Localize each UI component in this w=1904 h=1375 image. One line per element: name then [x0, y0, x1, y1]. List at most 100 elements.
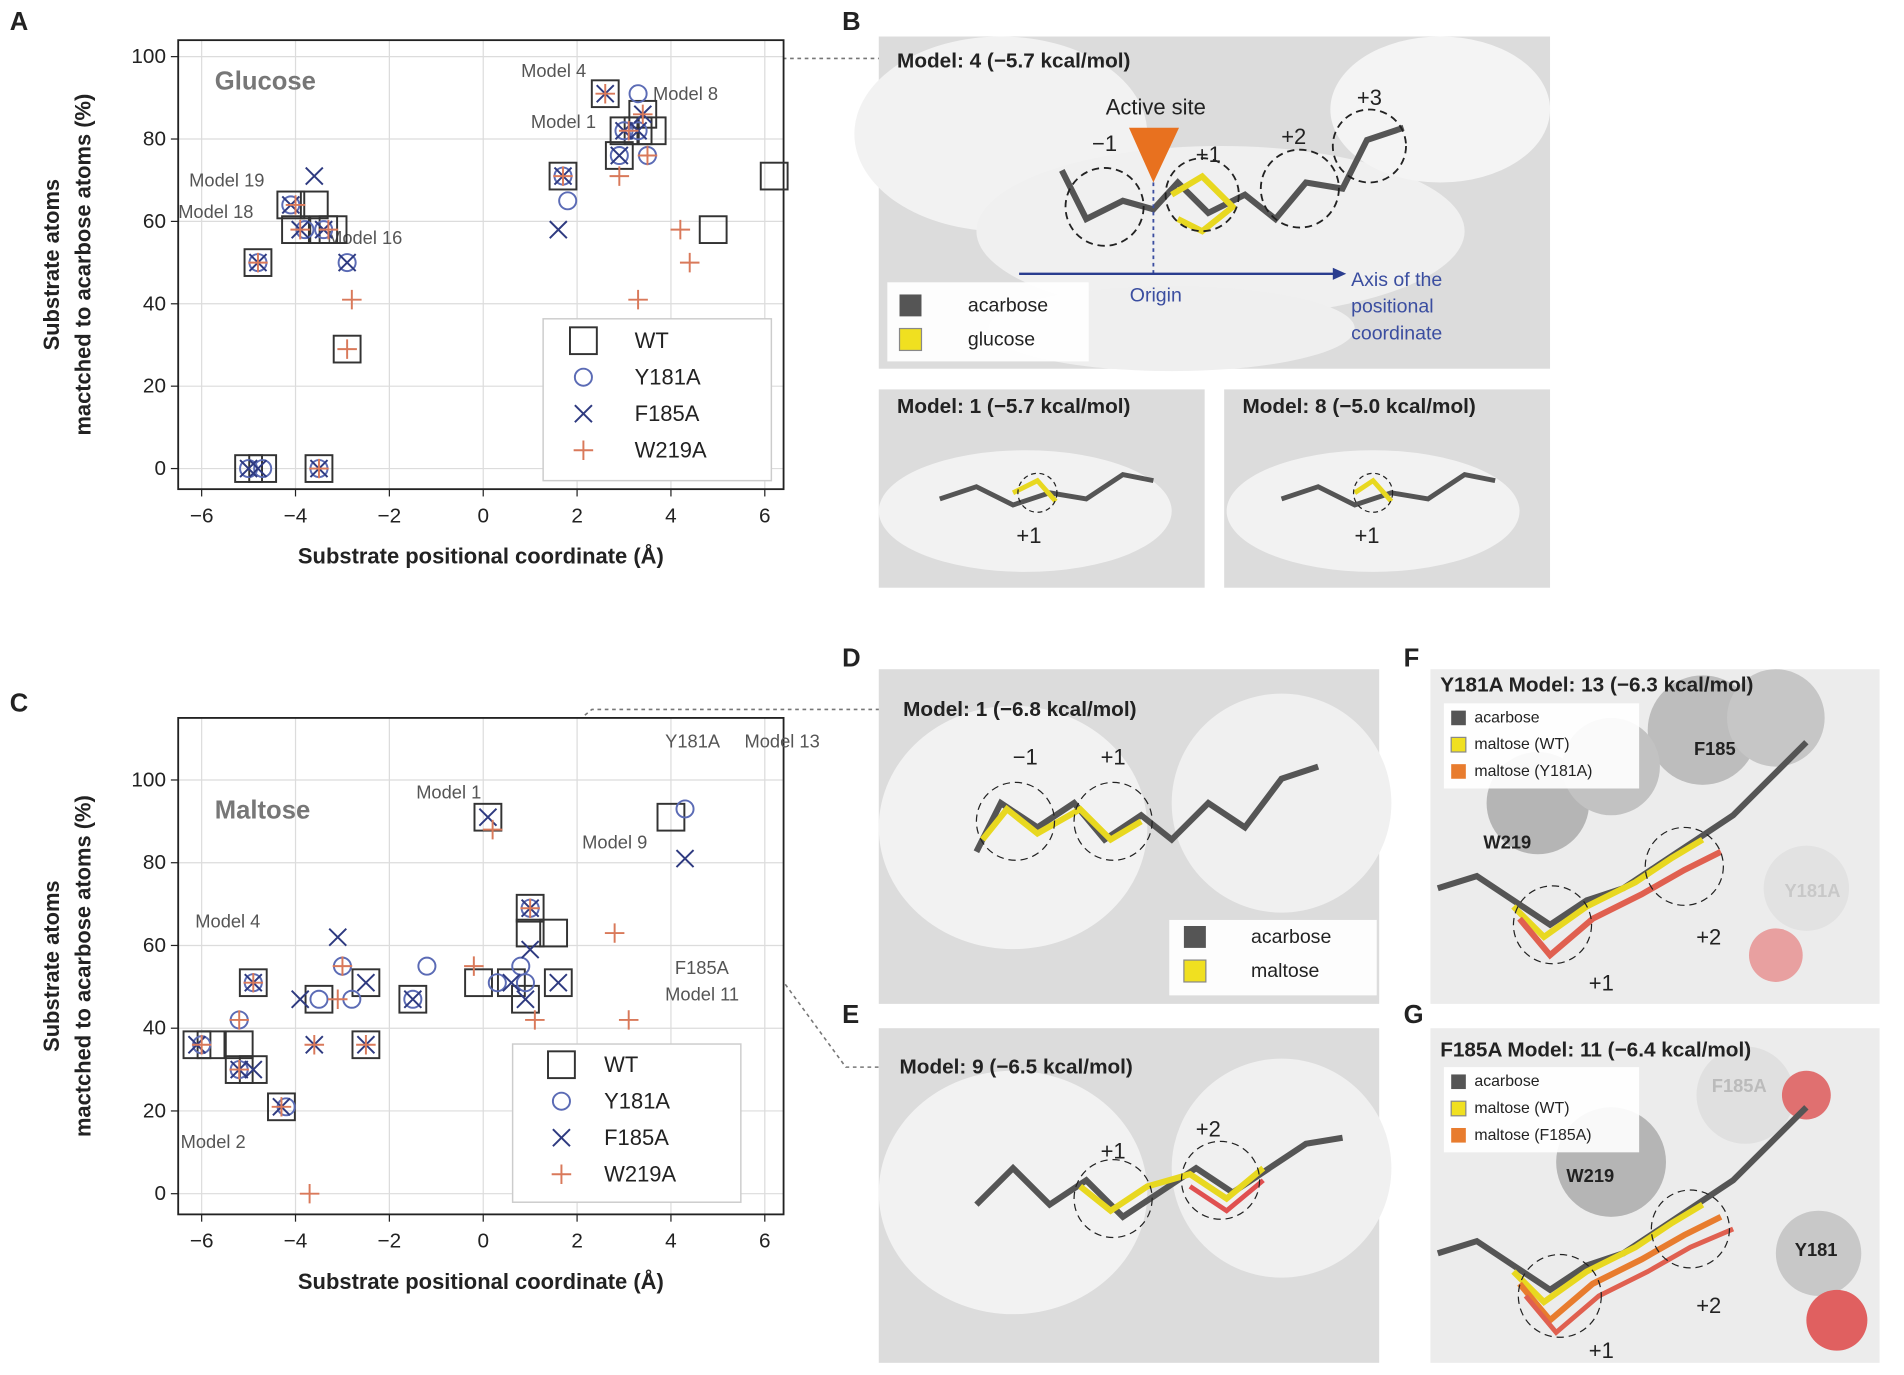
subsite-label: +1 [1354, 523, 1379, 548]
point [304, 1035, 325, 1055]
legend-marker [547, 1050, 576, 1080]
point [628, 289, 648, 310]
point [309, 458, 329, 479]
point [337, 339, 357, 359]
chart-title: Glucose [215, 68, 316, 96]
y-axis-label: mactched to acarbose atoms (%) [70, 795, 95, 1137]
point [229, 1059, 249, 1080]
legend-label: WT [604, 1052, 638, 1077]
annotation: Model 1 [531, 111, 596, 132]
point [290, 990, 310, 1009]
point [244, 1060, 263, 1079]
point [304, 454, 334, 483]
subsite-label: +1 [1589, 971, 1614, 996]
point [464, 956, 484, 976]
legend-label: W219A [604, 1162, 676, 1187]
point [290, 219, 310, 240]
legend-label: F185A [604, 1125, 669, 1150]
point [482, 819, 503, 840]
point [351, 968, 381, 998]
point [239, 459, 258, 478]
point [515, 918, 545, 948]
plot-frame [177, 39, 785, 491]
legend-marker [552, 1128, 571, 1147]
residue-label: W219 [1483, 832, 1531, 853]
point [248, 252, 268, 273]
point [520, 898, 540, 918]
y-tick-label: 80 [143, 128, 166, 151]
x-tick-label: 6 [759, 1230, 771, 1253]
axis-label: Axis of the [1351, 269, 1442, 291]
legend-marker [551, 1091, 571, 1111]
y-axis-label: Substrate atoms [39, 880, 64, 1052]
y-tick-label: 0 [154, 457, 166, 480]
point [637, 145, 658, 166]
annotation: Model 16 [327, 227, 402, 248]
point [337, 253, 357, 272]
point [759, 161, 789, 191]
point [539, 918, 569, 948]
point [553, 166, 573, 186]
x-axis-label: Substrate positional coordinate (Å) [298, 543, 664, 569]
point [679, 252, 700, 273]
residue-label: F185A [1712, 1075, 1767, 1096]
subsite-label: +1 [1589, 1338, 1614, 1363]
y-tick-label: 100 [131, 768, 166, 791]
legend-label: Y181A [635, 365, 701, 390]
x-tick-label: −2 [378, 504, 402, 527]
subsite-label: +2 [1281, 124, 1306, 149]
subsite-label: +1 [1196, 142, 1221, 167]
panel-label: E [842, 1001, 859, 1029]
x-tick-label: 4 [665, 1230, 677, 1253]
point [327, 989, 348, 1009]
annotation: Model 18 [178, 201, 253, 222]
y-tick-label: 60 [143, 934, 166, 957]
x-tick-label: 4 [665, 504, 677, 527]
subsite-label: +1 [1101, 744, 1126, 769]
chart-title: Maltose [215, 796, 310, 824]
point [698, 215, 728, 245]
panel-label: A [10, 8, 29, 36]
point [342, 289, 362, 310]
annotation: Model 8 [653, 83, 718, 104]
y-axis-label: Substrate atoms [39, 179, 64, 351]
legend-label: Y181A [604, 1089, 670, 1114]
point [243, 248, 273, 277]
legend-label: acarbose [968, 294, 1048, 316]
point [502, 973, 521, 992]
point [487, 973, 507, 993]
point [516, 990, 535, 1009]
x-tick-label: −4 [284, 1230, 308, 1253]
legend-label: acarbose [1474, 1073, 1539, 1090]
point [675, 799, 695, 819]
x-tick-label: 0 [477, 1230, 489, 1253]
point [548, 161, 578, 191]
point [595, 83, 616, 104]
point [332, 334, 362, 364]
image-title: Model: 9 (−6.5 kcal/mol) [900, 1056, 1133, 1079]
point [253, 459, 273, 479]
point [248, 459, 268, 478]
y-axis-label: mactched to acarbose atoms (%) [70, 94, 95, 436]
axis-label: positional [1351, 296, 1433, 318]
residue-label: W219 [1566, 1165, 1614, 1186]
y-tick-label: 20 [143, 375, 166, 398]
image-title: F185A Model: 11 (−6.4 kcal/mol) [1440, 1039, 1751, 1062]
annotation: Y181A [665, 731, 721, 752]
subsite-label: +2 [1696, 1293, 1721, 1318]
panel-label: F [1404, 644, 1420, 672]
image-title: Model: 1 (−6.8 kcal/mol) [903, 698, 1136, 721]
plot-frame [177, 717, 785, 1216]
annotation: Model 2 [181, 1131, 246, 1152]
point [520, 940, 540, 959]
y-tick-label: 100 [131, 45, 166, 68]
point [515, 893, 545, 923]
image-e [878, 1028, 1392, 1363]
subsite-label: +3 [1357, 85, 1382, 110]
residue-label: Y181 [1795, 1239, 1838, 1260]
point [558, 191, 578, 211]
legend-label: maltose (Y181A) [1474, 763, 1592, 780]
x-tick-label: −6 [190, 1230, 214, 1253]
subsite-label: +2 [1696, 924, 1721, 949]
